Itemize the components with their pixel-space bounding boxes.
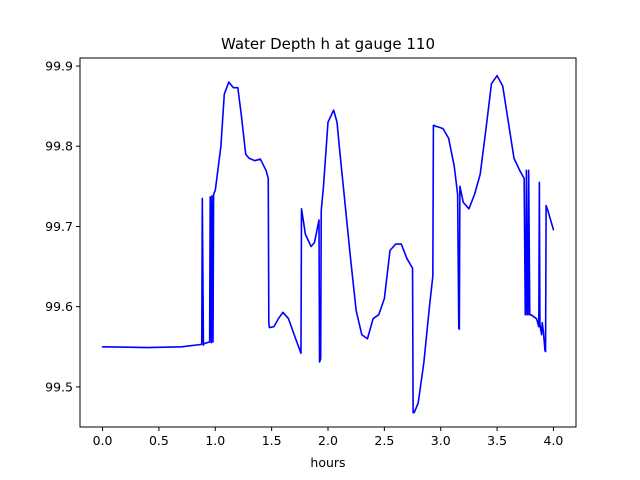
x-axis: 0.0 0.5 1.0 1.5 2.0 2.5 3.0 3.5 4.0 [93,427,564,448]
y-tick-label: 99.8 [45,139,73,154]
x-tick-label: 1.5 [262,433,282,448]
x-tick-label: 3.5 [487,433,507,448]
series-layer [101,74,555,414]
x-axis-label: hours [310,455,345,470]
x-tick-label: 1.0 [205,433,225,448]
chart-title: Water Depth h at gauge 110 [221,35,435,53]
y-axis: 99.5 99.6 99.7 99.8 99.9 [45,59,80,394]
x-tick-label: 0.5 [149,433,169,448]
y-tick-label: 99.9 [45,59,73,74]
x-tick-label: 2.5 [374,433,394,448]
x-tick-label: 4.0 [544,433,564,448]
x-tick-label: 2.0 [318,433,338,448]
y-tick-label: 99.5 [45,379,73,394]
y-tick-label: 99.7 [45,219,73,234]
y-tick-label: 99.6 [45,299,73,314]
x-tick-label: 0.0 [93,433,113,448]
series-line [101,74,555,414]
x-tick-label: 3.0 [431,433,451,448]
